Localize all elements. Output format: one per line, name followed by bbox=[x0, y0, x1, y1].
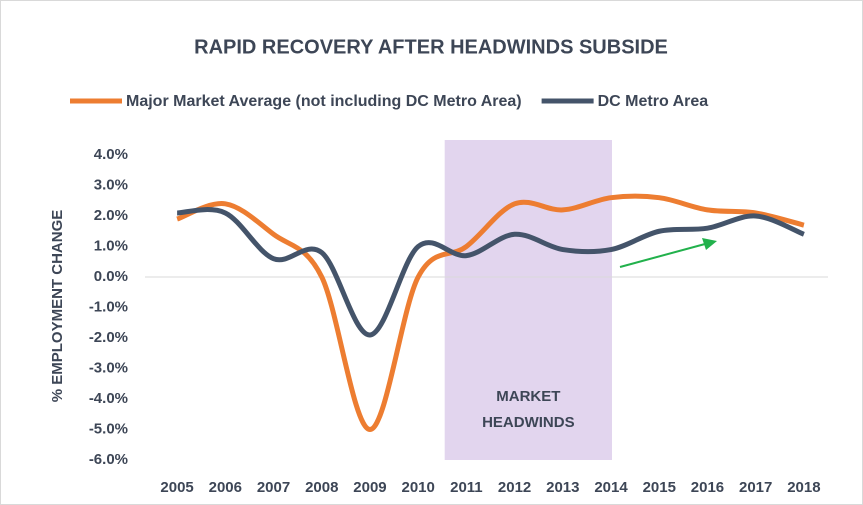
y-tick-label: 0.0% bbox=[94, 268, 128, 285]
y-axis-label: % EMPLOYMENT CHANGE bbox=[49, 210, 66, 403]
x-tick-label: 2011 bbox=[450, 479, 483, 496]
trend-arrow-head bbox=[702, 238, 717, 250]
x-tick-label: 2006 bbox=[209, 479, 242, 496]
y-tick-label: -5.0% bbox=[89, 420, 128, 437]
headwinds-shade bbox=[444, 140, 612, 460]
trend-arrow bbox=[619, 243, 706, 268]
x-tick-label: 2009 bbox=[353, 479, 386, 496]
series-line bbox=[176, 207, 805, 338]
x-tick-label: 2007 bbox=[257, 479, 290, 496]
legend-label: Major Market Average (not including DC M… bbox=[126, 93, 522, 110]
x-tick-label: 2016 bbox=[691, 479, 724, 496]
y-tick-label: 4.0% bbox=[94, 146, 128, 163]
y-tick-label: 1.0% bbox=[94, 237, 128, 254]
legend-label: DC Metro Area bbox=[598, 93, 709, 110]
y-tick-label: -4.0% bbox=[89, 390, 128, 407]
x-tick-label: 2015 bbox=[643, 479, 676, 496]
annotation-line: HEADWINDS bbox=[482, 414, 575, 431]
x-tick-label: 2017 bbox=[739, 479, 772, 496]
annotation-line: MARKET bbox=[496, 388, 560, 405]
chart-title: RAPID RECOVERY AFTER HEADWINDS SUBSIDE bbox=[194, 36, 668, 58]
y-tick-label: 3.0% bbox=[94, 176, 128, 193]
y-tick-label: -3.0% bbox=[89, 359, 128, 376]
series-line bbox=[176, 193, 805, 432]
x-tick-label: 2010 bbox=[401, 479, 434, 496]
y-tick-label: -1.0% bbox=[89, 298, 128, 315]
x-tick-label: 2008 bbox=[305, 479, 338, 496]
annotation: MARKET HEADWINDS bbox=[482, 388, 575, 431]
x-tick-label: 2005 bbox=[160, 479, 193, 496]
x-tick-label: 2013 bbox=[546, 479, 579, 496]
y-tick-label: 2.0% bbox=[94, 207, 128, 224]
y-tick-label: -2.0% bbox=[89, 329, 128, 346]
x-tick-label: 2012 bbox=[498, 479, 531, 496]
x-tick-label: 2014 bbox=[594, 479, 628, 496]
x-tick-label: 2018 bbox=[787, 479, 820, 496]
y-tick-label: -6.0% bbox=[89, 451, 128, 468]
